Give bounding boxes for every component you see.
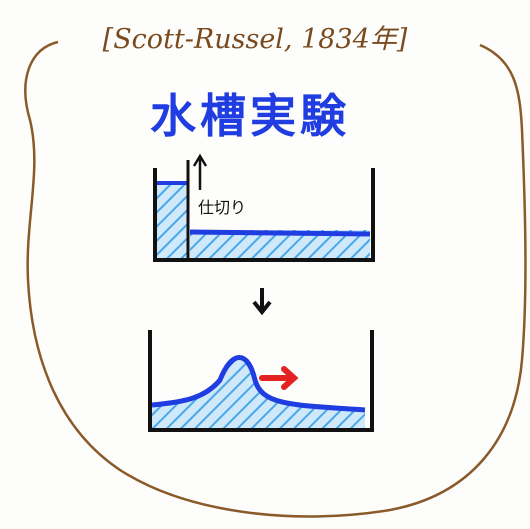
water-left [157, 183, 187, 258]
page: [Scott-Russel, 1834年] 水槽実験 仕切り (() => { … [0, 0, 530, 529]
background [0, 0, 530, 529]
citation: [Scott-Russel, 1834年] [103, 24, 408, 55]
title: 水槽実験 [150, 89, 350, 143]
partition-label: 仕切り [198, 198, 246, 217]
diagram: [Scott-Russel, 1834年] 水槽実験 仕切り [0, 0, 530, 529]
surface-right [190, 232, 370, 234]
